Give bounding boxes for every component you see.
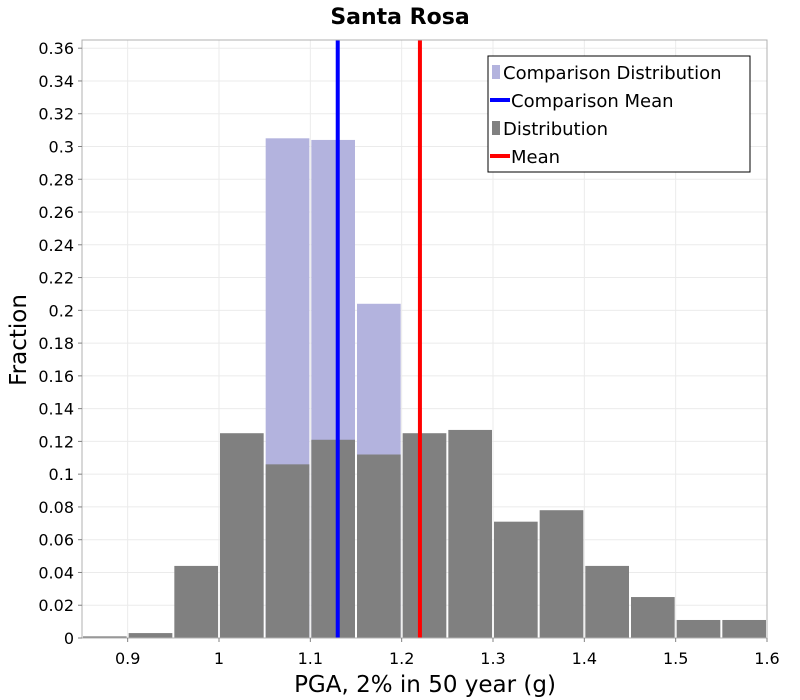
y-tick-label: 0.04 (38, 563, 74, 582)
distribution-bars (83, 429, 766, 638)
x-tick-label: 1.1 (298, 649, 323, 668)
y-tick-label: 0.02 (38, 596, 74, 615)
y-tick-label: 0.24 (38, 236, 74, 255)
y-tick-label: 0 (64, 629, 74, 648)
distribution-bar (83, 636, 127, 638)
distribution-bar (722, 619, 766, 638)
distribution-bar (128, 633, 173, 638)
y-tick-label: 0.36 (38, 39, 74, 58)
x-axis-ticks: 0.9 1 1.1 1.2 1.3 1.4 1.5 1.6 (115, 638, 780, 668)
legend-swatch (492, 121, 500, 135)
distribution-bar (539, 510, 584, 638)
distribution-bar (220, 433, 264, 638)
y-axis-ticks: 0 0.02 0.04 0.06 0.08 0.1 0.12 0.14 0.16 0.18 0.2 0… (38, 39, 82, 648)
distribution-bar (402, 433, 447, 638)
legend-label: Distribution (503, 119, 608, 140)
distribution-bar (357, 454, 401, 638)
y-tick-label: 0.2 (49, 301, 74, 320)
y-tick-label: 0.18 (38, 334, 74, 353)
distribution-bar (585, 565, 629, 638)
y-tick-label: 0.06 (38, 531, 74, 550)
y-tick-label: 0.28 (38, 170, 74, 189)
x-tick-label: 1.5 (663, 649, 688, 668)
y-tick-label: 0.34 (38, 72, 74, 91)
x-tick-label: 0.9 (115, 649, 140, 668)
y-tick-label: 0.22 (38, 269, 74, 288)
distribution-bar (448, 429, 492, 638)
x-tick-label: 1.3 (480, 649, 505, 668)
y-tick-label: 0.14 (38, 400, 74, 419)
x-axis-label: PGA, 2% in 50 year (g) (294, 672, 556, 698)
y-tick-label: 0.08 (38, 498, 74, 517)
distribution-bar (174, 565, 218, 638)
x-tick-label: 1.2 (389, 649, 414, 668)
y-tick-label: 0.12 (38, 432, 74, 451)
y-tick-label: 0.16 (38, 367, 74, 386)
x-tick-label: 1.4 (572, 649, 597, 668)
y-tick-label: 0.3 (49, 137, 74, 156)
distribution-bar (494, 521, 538, 638)
chart-title: Santa Rosa (330, 5, 469, 30)
y-tick-label: 0.32 (38, 105, 74, 124)
distribution-bar (311, 439, 355, 638)
distribution-bar (676, 619, 721, 638)
y-axis-label: Fraction (6, 294, 32, 386)
plot-border (81, 39, 768, 639)
legend-label: Comparison Distribution (503, 63, 722, 84)
distribution-bar (631, 597, 675, 638)
distribution-bar (265, 464, 310, 638)
legend-label: Comparison Mean (511, 91, 674, 112)
plot-frame (81, 39, 768, 639)
legend: Comparison Distribution Comparison Mean Di… (487, 55, 751, 173)
x-tick-label: 1 (214, 649, 224, 668)
legend-label: Mean (511, 147, 560, 168)
y-tick-label: 0.26 (38, 203, 74, 222)
y-tick-label: 0.1 (49, 465, 74, 484)
x-tick-label: 1.6 (754, 649, 779, 668)
legend-box (487, 55, 751, 173)
mean-lines (335, 40, 422, 638)
legend-swatch (492, 65, 500, 79)
